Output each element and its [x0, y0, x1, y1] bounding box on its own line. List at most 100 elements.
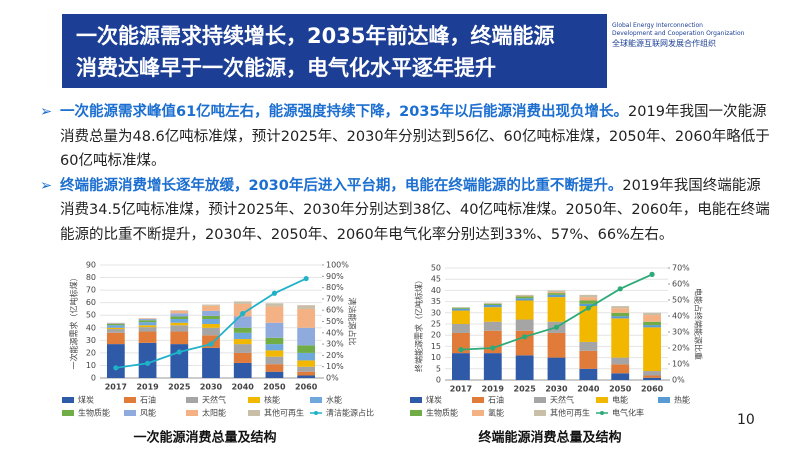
legend-swatch	[248, 397, 260, 403]
bar-segment	[643, 321, 661, 326]
y2-tick-label: 60%	[672, 280, 690, 289]
bar-segment	[547, 291, 566, 294]
bar-segment	[106, 329, 125, 333]
legend-swatch	[534, 410, 546, 416]
legend-swatch	[186, 410, 198, 416]
logo-cn: 全球能源互联网发展合作组织	[612, 39, 716, 48]
y-tick-label: 45	[431, 275, 441, 284]
y2-tick-label: 70%	[672, 264, 690, 273]
bar-segment	[297, 360, 316, 367]
bar-segment	[579, 350, 598, 369]
bullet: 终端能源消费增长逐年放缓，2030年后进入平台期，电能在终端能源的比重不断提升。…	[40, 174, 770, 248]
chart-title: 一次能源消费总量及结构	[133, 430, 276, 446]
bar-segment	[483, 353, 502, 380]
bar-segment	[515, 294, 534, 296]
bar-segment	[170, 325, 189, 332]
bar-segment	[233, 332, 252, 340]
bar-segment	[170, 318, 189, 323]
title-line: 消费达峰早于一次能源，电气化水平逐年提升	[76, 56, 496, 80]
legend-label: 生物质能	[78, 408, 110, 418]
bar-segment	[547, 294, 566, 298]
title-banner: 一次能源需求持续增长，2035年前达峰，终端能源 消费达峰早于一次能源，电气化水…	[62, 14, 607, 88]
bar-segment	[452, 307, 470, 309]
bar-segment	[483, 307, 502, 322]
line-point	[490, 345, 496, 351]
legend-swatch	[410, 397, 422, 403]
bar-segment	[547, 293, 566, 295]
bar-segment	[515, 298, 534, 301]
bar-segment	[138, 320, 157, 323]
legend-swatch	[186, 397, 198, 403]
legend-label: 电能	[612, 395, 628, 405]
y2-tick-label: 0%	[672, 376, 685, 385]
legend-label: 天然气	[550, 395, 574, 405]
bar-segment	[106, 344, 125, 378]
bar-segment	[547, 332, 566, 358]
y2-tick-label: 50%	[672, 296, 690, 305]
bar-segment	[297, 327, 316, 346]
y2-tick-label: 0%	[326, 374, 339, 383]
legend-label: 其他可再生	[264, 408, 304, 418]
x-tick-label: 2060	[295, 383, 318, 392]
bar-segment	[483, 304, 502, 308]
bar-segment	[233, 339, 252, 345]
bar-segment	[579, 297, 598, 301]
line-point	[553, 324, 560, 330]
bar-segment	[547, 357, 566, 380]
bar-segment	[138, 322, 157, 326]
x-tick-label: 2025	[514, 385, 537, 394]
bar-segment	[170, 331, 189, 345]
bar-segment	[643, 312, 661, 316]
bar-segment	[233, 303, 252, 317]
bar-segment	[106, 325, 125, 328]
bar-segment	[265, 322, 284, 338]
bar-segment	[297, 305, 316, 309]
line-point	[522, 334, 528, 340]
x-tick-label: 2040	[232, 383, 255, 392]
line-point	[240, 310, 246, 317]
bar-segment	[643, 315, 661, 322]
bar-segment	[297, 371, 316, 376]
bar-segment	[611, 308, 630, 313]
legend-label: 水能	[326, 395, 342, 405]
bar-segment	[265, 371, 284, 378]
bullet-text: 2019年我国终端能源消费34.5亿吨标准煤，预计2025年、2030年分别达到…	[60, 177, 770, 243]
y-axis-title: 一次能源需求（亿吨标煤）	[69, 274, 79, 370]
page-number: 10	[737, 412, 755, 428]
line-point	[113, 365, 119, 371]
bar-segment	[170, 310, 189, 311]
y2-tick-label: 100%	[326, 261, 349, 270]
line-point	[617, 286, 623, 292]
legend-label: 其他可再生	[550, 408, 590, 418]
y2-tick-label: 20%	[326, 351, 344, 360]
bar-segment	[170, 313, 189, 317]
y-tick-label: 5	[436, 364, 441, 373]
bar-segment	[170, 322, 189, 326]
bar-segment	[202, 318, 220, 325]
legend-swatch	[600, 411, 604, 415]
bar-segment	[233, 362, 252, 378]
y-tick-label: 25	[431, 320, 441, 329]
y-tick-label: 50	[431, 264, 441, 273]
bar-segment	[233, 352, 252, 363]
x-tick-label: 2030	[545, 385, 568, 394]
y2-tick-label: 90%	[326, 272, 344, 281]
line-point	[176, 349, 182, 355]
line-point	[208, 341, 214, 347]
bar-segment	[138, 342, 157, 378]
legend-swatch	[62, 397, 74, 403]
x-tick-label: 2030	[200, 383, 223, 392]
bar-segment	[579, 341, 598, 351]
legend-label: 风能	[140, 408, 156, 418]
legend-swatch	[472, 410, 484, 416]
legend-label: 热能	[674, 395, 690, 405]
bar-segment	[265, 337, 284, 345]
x-tick-label: 2019	[136, 383, 159, 392]
bar-segment	[106, 323, 125, 325]
bar-segment	[515, 300, 534, 320]
bar-segment	[579, 300, 598, 304]
bar-segment	[452, 332, 470, 354]
legend-label: 电气化率	[612, 408, 644, 418]
bullet: 一次能源需求峰值61亿吨左右，能源强度持续下降，2035年以后能源消费出现负增长…	[40, 100, 770, 174]
